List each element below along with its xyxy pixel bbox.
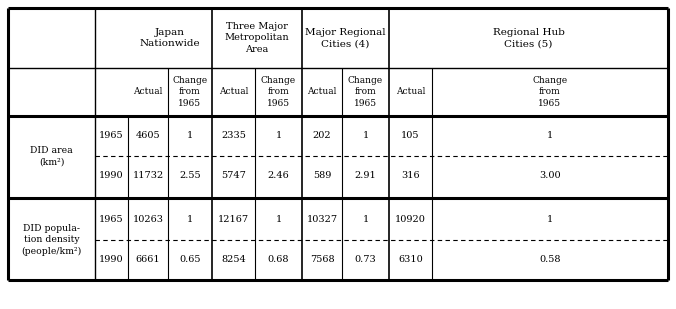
Bar <box>8 8 668 280</box>
Text: 1965: 1965 <box>99 215 124 225</box>
Text: Regional Hub
Cities (5): Regional Hub Cities (5) <box>493 28 564 48</box>
Text: Japan
Nationwide: Japan Nationwide <box>140 28 200 48</box>
Text: 4605: 4605 <box>136 132 160 141</box>
Text: 10327: 10327 <box>306 215 337 225</box>
Text: Change
from
1965: Change from 1965 <box>261 76 296 108</box>
Text: 6310: 6310 <box>398 256 423 265</box>
Text: 202: 202 <box>313 132 331 141</box>
Text: 8254: 8254 <box>221 256 246 265</box>
Text: 1: 1 <box>275 132 282 141</box>
Text: 1: 1 <box>187 215 193 225</box>
Text: 1: 1 <box>275 215 282 225</box>
Text: 1990: 1990 <box>99 256 124 265</box>
Text: 0.58: 0.58 <box>539 256 561 265</box>
Text: 1965: 1965 <box>99 132 124 141</box>
Text: 10920: 10920 <box>395 215 426 225</box>
Text: Change
from
1965: Change from 1965 <box>348 76 383 108</box>
Text: 316: 316 <box>401 171 420 180</box>
Text: 0.65: 0.65 <box>179 256 201 265</box>
Text: Change
from
1965: Change from 1965 <box>533 76 568 108</box>
Text: 1: 1 <box>187 132 193 141</box>
Text: 105: 105 <box>402 132 420 141</box>
Text: 7568: 7568 <box>310 256 335 265</box>
Text: Actual: Actual <box>219 87 248 96</box>
Text: Actual: Actual <box>308 87 337 96</box>
Text: 1: 1 <box>547 132 553 141</box>
Text: 2.91: 2.91 <box>355 171 377 180</box>
Text: 5747: 5747 <box>221 171 246 180</box>
Text: 6661: 6661 <box>136 256 160 265</box>
Text: 1: 1 <box>362 215 368 225</box>
Text: DID popula-
tion density
(people/km²): DID popula- tion density (people/km²) <box>22 224 82 256</box>
Text: 1990: 1990 <box>99 171 124 180</box>
Text: Actual: Actual <box>396 87 425 96</box>
Text: 10263: 10263 <box>132 215 164 225</box>
Text: 589: 589 <box>313 171 331 180</box>
Text: 12167: 12167 <box>218 215 249 225</box>
Text: 2335: 2335 <box>221 132 246 141</box>
Text: 1: 1 <box>362 132 368 141</box>
Text: 0.73: 0.73 <box>355 256 377 265</box>
Text: Major Regional
Cities (4): Major Regional Cities (4) <box>305 28 386 48</box>
Text: 2.55: 2.55 <box>179 171 201 180</box>
Text: 0.68: 0.68 <box>268 256 289 265</box>
Text: 3.00: 3.00 <box>539 171 561 180</box>
Text: DID area
(km²): DID area (km²) <box>30 146 73 166</box>
Text: 2.46: 2.46 <box>268 171 289 180</box>
Text: 11732: 11732 <box>132 171 164 180</box>
Text: Change
from
1965: Change from 1965 <box>172 76 208 108</box>
Text: Three Major
Metropolitan
Area: Three Major Metropolitan Area <box>224 22 289 53</box>
Text: 1: 1 <box>547 215 553 225</box>
Text: Actual: Actual <box>133 87 163 96</box>
